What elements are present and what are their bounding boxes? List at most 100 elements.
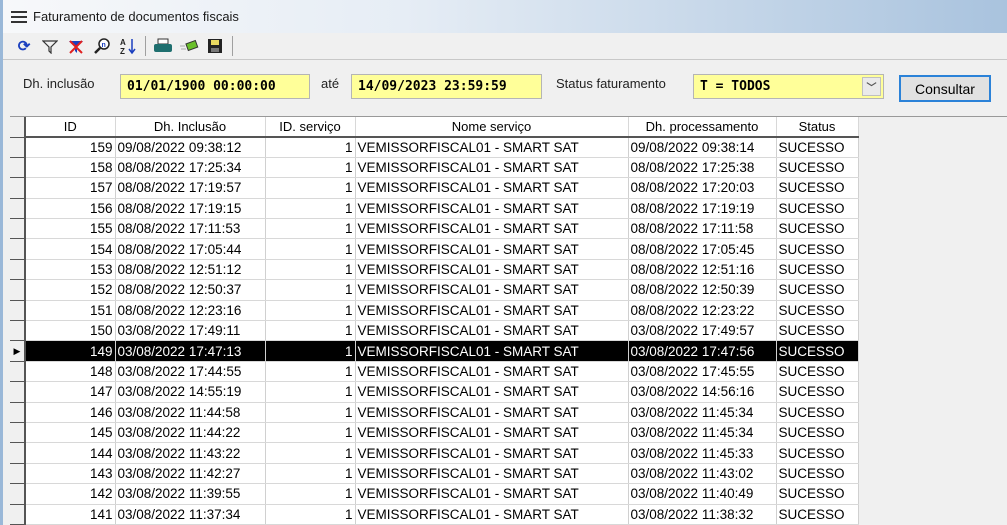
col-nome-servico-cell: VEMISSORFISCAL01 - SMART SAT xyxy=(355,218,629,240)
row-indicator[interactable] xyxy=(10,381,26,403)
row-indicator[interactable] xyxy=(10,177,26,199)
col-nome-servico-header[interactable]: Nome serviço xyxy=(355,117,629,138)
col-nome-servico-cell: VEMISSORFISCAL01 - SMART SAT xyxy=(355,238,629,260)
col-id-servico-cell: 1 xyxy=(265,300,356,322)
col-status-cell: SUCESSO xyxy=(776,137,859,158)
col-dh-processamento-cell: 03/08/2022 11:45:34 xyxy=(628,402,777,423)
col-status-cell: SUCESSO xyxy=(776,157,859,179)
col-status-cell: SUCESSO xyxy=(776,361,859,383)
col-dh-processamento-cell: 03/08/2022 11:45:34 xyxy=(628,422,777,444)
col-id-servico-cell: 1 xyxy=(265,361,356,383)
table-row[interactable]: 158 08/08/2022 17:25:34 1 VEMISSORFISCAL01 … xyxy=(10,157,859,179)
row-indicator[interactable] xyxy=(10,442,26,464)
col-nome-servico-cell: VEMISSORFISCAL01 - SMART SAT xyxy=(355,177,629,199)
table-row[interactable]: 153 08/08/2022 12:51:12 1 VEMISSORFISCAL01 … xyxy=(10,259,859,281)
row-indicator[interactable] xyxy=(10,483,26,505)
col-id-cell: 151 xyxy=(25,300,116,322)
row-indicator[interactable] xyxy=(10,218,26,240)
row-indicator[interactable] xyxy=(10,198,26,220)
current-row-indicator-icon[interactable]: ▶ xyxy=(10,340,26,362)
table-row[interactable]: 156 08/08/2022 17:19:15 1 VEMISSORFISCAL01 … xyxy=(10,198,859,220)
col-dh-processamento-header[interactable]: Dh. processamento xyxy=(628,117,777,138)
col-id-cell: 152 xyxy=(25,279,116,301)
table-row[interactable]: 152 08/08/2022 12:50:37 1 VEMISSORFISCAL01 … xyxy=(10,279,859,301)
row-indicator[interactable] xyxy=(10,463,26,485)
table-row[interactable]: 151 08/08/2022 12:23:16 1 VEMISSORFISCAL01 … xyxy=(10,300,859,322)
table-row[interactable]: 155 08/08/2022 17:11:53 1 VEMISSORFISCAL01 … xyxy=(10,218,859,240)
inclusao-from-input[interactable]: 01/01/1900 00:00:00 xyxy=(120,74,310,99)
col-nome-servico-cell: VEMISSORFISCAL01 - SMART SAT xyxy=(355,361,629,383)
row-indicator[interactable] xyxy=(10,259,26,281)
export-icon[interactable] xyxy=(176,35,202,57)
refresh-icon[interactable]: ⟳ xyxy=(17,38,31,55)
row-indicator[interactable] xyxy=(10,320,26,342)
col-id-cell: 157 xyxy=(25,177,116,199)
save-icon[interactable] xyxy=(202,35,228,57)
table-row[interactable]: 142 03/08/2022 11:39:55 1 VEMISSORFISCAL01 … xyxy=(10,483,859,505)
col-id-servico-cell: 1 xyxy=(265,177,356,199)
col-dh-inclusao-header[interactable]: Dh. Inclusão xyxy=(115,117,266,138)
hamburger-menu-icon[interactable] xyxy=(11,10,27,23)
col-dh-processamento-cell: 08/08/2022 17:19:19 xyxy=(628,198,777,220)
status-select[interactable]: T = TODOS ﹀ xyxy=(693,74,884,99)
row-indicator[interactable] xyxy=(10,279,26,301)
table-row[interactable]: 141 03/08/2022 11:37:34 1 VEMISSORFISCAL01 … xyxy=(10,504,859,525)
col-id-cell: 155 xyxy=(25,218,116,240)
svg-text:n: n xyxy=(102,42,106,49)
chevron-down-icon[interactable]: ﹀ xyxy=(862,77,881,96)
results-grid: ID Dh. Inclusão ID. serviço Nome serviço Dh.… xyxy=(10,116,1007,525)
inclusao-to-input[interactable]: 14/09/2023 23:59:59 xyxy=(351,74,542,99)
col-status-cell: SUCESSO xyxy=(776,218,859,240)
table-row[interactable]: 147 03/08/2022 14:55:19 1 VEMISSORFISCAL01 … xyxy=(10,381,859,403)
col-id-servico-cell: 1 xyxy=(265,279,356,301)
col-id-servico-cell: 1 xyxy=(265,137,356,158)
row-indicator[interactable] xyxy=(10,402,26,423)
col-dh-inclusao-cell: 08/08/2022 17:11:53 xyxy=(115,218,266,240)
col-id-servico-cell: 1 xyxy=(265,463,356,485)
col-id-servico-header[interactable]: ID. serviço xyxy=(265,117,356,138)
col-dh-processamento-cell: 03/08/2022 11:45:33 xyxy=(628,442,777,464)
col-nome-servico-cell: VEMISSORFISCAL01 - SMART SAT xyxy=(355,157,629,179)
filter-icon[interactable] xyxy=(37,35,63,57)
table-row[interactable]: 144 03/08/2022 11:43:22 1 VEMISSORFISCAL01 … xyxy=(10,442,859,464)
table-row[interactable]: 146 03/08/2022 11:44:58 1 VEMISSORFISCAL01 … xyxy=(10,402,859,423)
table-row[interactable]: 148 03/08/2022 17:44:55 1 VEMISSORFISCAL01 … xyxy=(10,361,859,383)
col-dh-inclusao-cell: 03/08/2022 11:37:34 xyxy=(115,504,266,525)
table-row[interactable]: ▶ 149 03/08/2022 17:47:13 1 VEMISSORFISCAL01… xyxy=(10,340,859,362)
consultar-button[interactable]: Consultar xyxy=(899,75,991,102)
col-status-header[interactable]: Status xyxy=(776,117,859,138)
table-row[interactable]: 157 08/08/2022 17:19:57 1 VEMISSORFISCAL01 … xyxy=(10,177,859,199)
col-nome-servico-cell: VEMISSORFISCAL01 - SMART SAT xyxy=(355,300,629,322)
col-dh-inclusao-cell: 03/08/2022 17:49:11 xyxy=(115,320,266,342)
col-id-servico-cell: 1 xyxy=(265,442,356,464)
col-id-servico-cell: 1 xyxy=(265,218,356,240)
print-icon[interactable] xyxy=(150,35,176,57)
col-id-servico-cell: 1 xyxy=(265,320,356,342)
col-nome-servico-cell: VEMISSORFISCAL01 - SMART SAT xyxy=(355,463,629,485)
col-status-cell: SUCESSO xyxy=(776,504,859,525)
table-row[interactable]: 145 03/08/2022 11:44:22 1 VEMISSORFISCAL01 … xyxy=(10,422,859,444)
row-indicator[interactable] xyxy=(10,361,26,383)
row-indicator[interactable] xyxy=(10,300,26,322)
col-status-cell: SUCESSO xyxy=(776,483,859,505)
col-nome-servico-cell: VEMISSORFISCAL01 - SMART SAT xyxy=(355,381,629,403)
col-id-cell: 150 xyxy=(25,320,116,342)
table-row[interactable]: 143 03/08/2022 11:42:27 1 VEMISSORFISCAL01 … xyxy=(10,463,859,485)
search-icon[interactable]: n xyxy=(89,35,115,57)
table-row[interactable]: 159 09/08/2022 09:38:12 1 VEMISSORFISCAL01 … xyxy=(10,137,859,158)
col-id-header[interactable]: ID xyxy=(25,117,116,138)
row-indicator[interactable] xyxy=(10,504,26,525)
row-indicator[interactable] xyxy=(10,137,26,158)
table-row[interactable]: 150 03/08/2022 17:49:11 1 VEMISSORFISCAL01 … xyxy=(10,320,859,342)
col-dh-processamento-cell: 08/08/2022 17:11:58 xyxy=(628,218,777,240)
row-indicator[interactable] xyxy=(10,157,26,179)
col-id-servico-cell: 1 xyxy=(265,381,356,403)
col-id-cell: 149 xyxy=(25,340,116,362)
row-indicator[interactable] xyxy=(10,238,26,260)
col-status-cell: SUCESSO xyxy=(776,463,859,485)
clear-filter-icon[interactable] xyxy=(63,35,89,57)
row-indicator[interactable] xyxy=(10,422,26,444)
table-row[interactable]: 154 08/08/2022 17:05:44 1 VEMISSORFISCAL01 … xyxy=(10,238,859,260)
